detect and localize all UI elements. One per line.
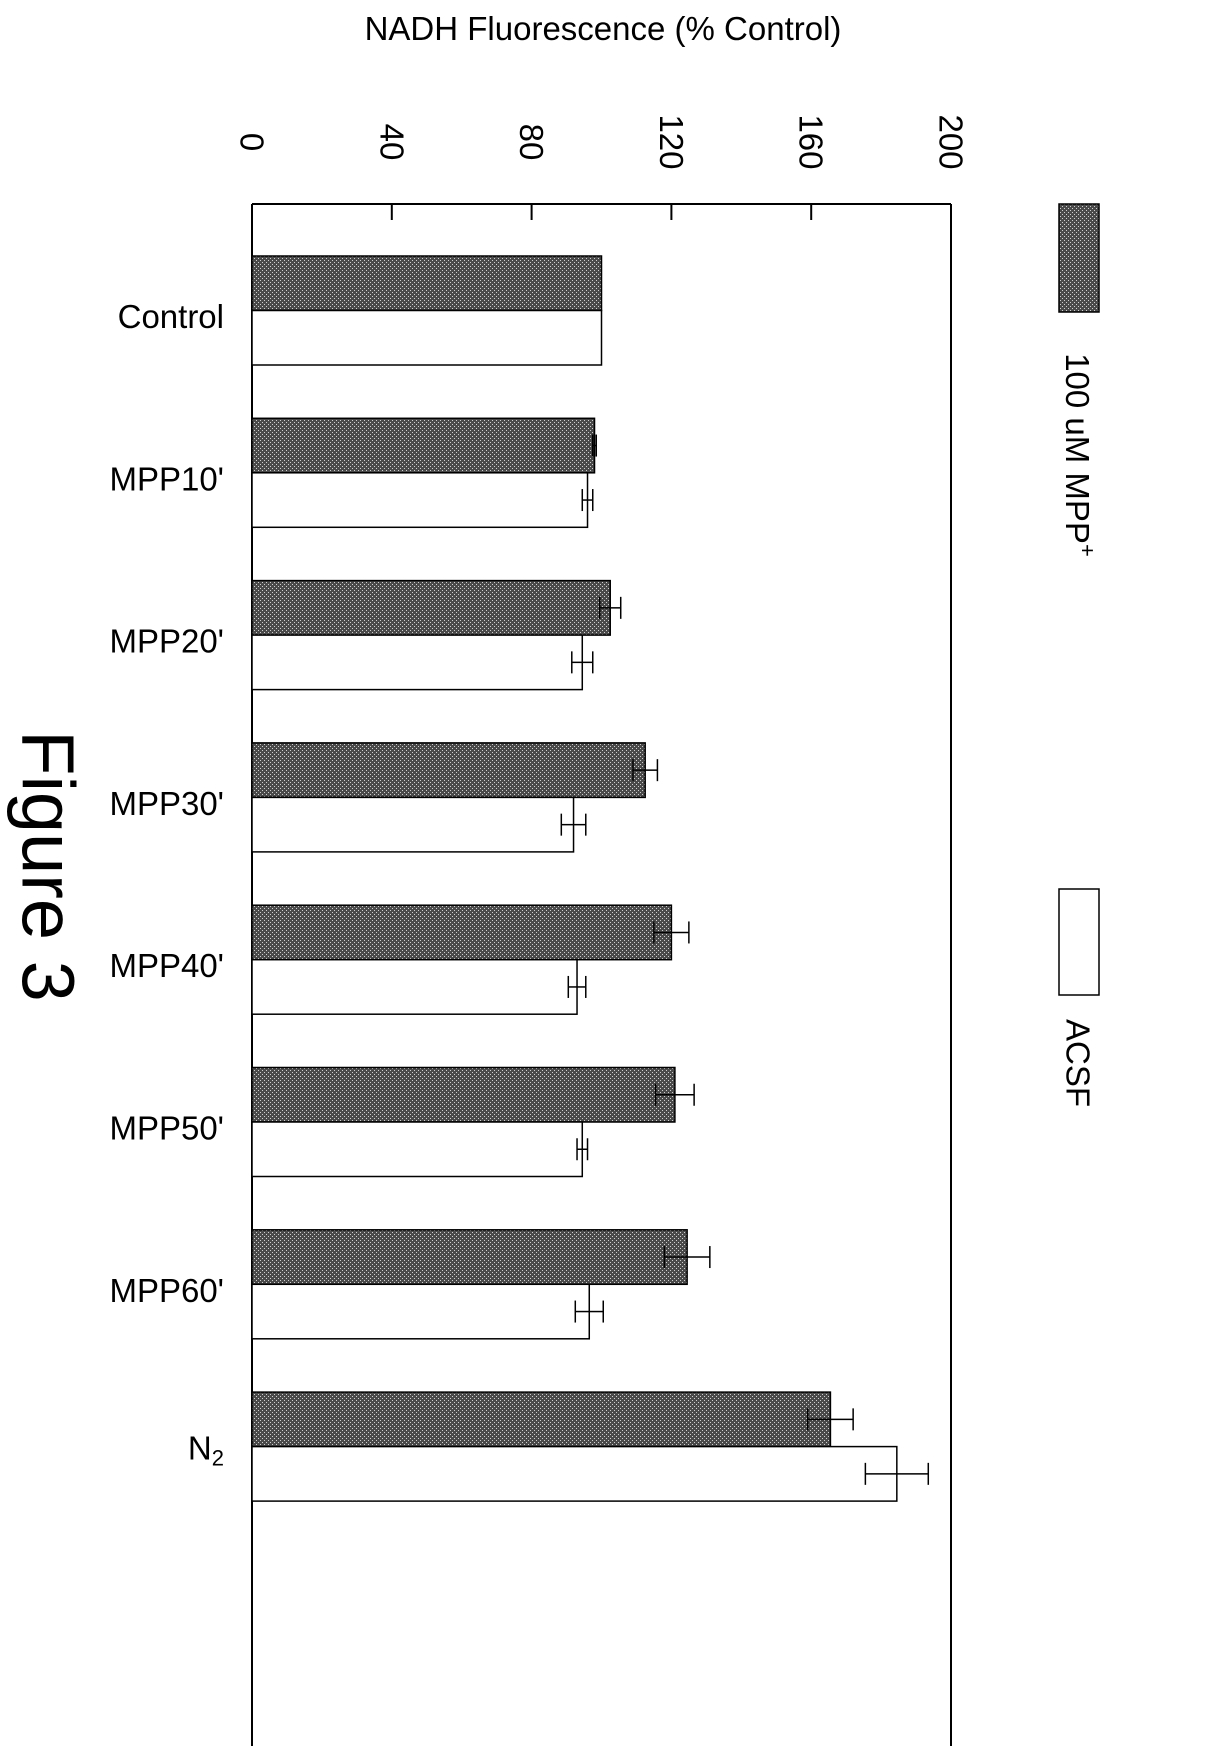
error-bar: [864, 1462, 930, 1485]
error-bar: [654, 1083, 695, 1106]
tick-labels: 0 40 80 120 160 200: [234, 114, 970, 169]
bar-mpp: [251, 742, 646, 799]
tick-label: 80: [513, 124, 550, 161]
bar-acsf: [251, 634, 584, 691]
legend-label-acsf: ACSF: [1060, 1019, 1097, 1107]
legend-swatch-mpp: [1058, 203, 1100, 313]
error-bar: [653, 921, 690, 944]
category-label: MPP10': [109, 460, 224, 497]
bar-acsf: [251, 958, 578, 1015]
error-bar: [632, 759, 659, 782]
bar-mpp: [251, 255, 603, 312]
bar-group: [251, 255, 898, 1502]
bar-acsf: [251, 472, 589, 529]
legend: 100 uM MPP+ ACSF: [1058, 203, 1101, 1107]
tick-label: 120: [653, 114, 690, 169]
category-label: MPP50': [109, 1110, 224, 1147]
error-bar: [567, 975, 587, 998]
error-bar: [592, 434, 598, 457]
error-bar: [574, 1300, 604, 1323]
category-label: MPP20': [109, 623, 224, 660]
category-label: MPP60': [109, 1272, 224, 1309]
error-bar: [560, 813, 587, 836]
category-labels: Control MPP10' MPP20' MPP30' MPP40' MPP50' MPP…: [109, 298, 224, 1470]
bar-acsf: [251, 309, 603, 366]
tick-label: 160: [793, 114, 830, 169]
error-bar: [581, 489, 594, 512]
bar-acsf: [251, 1445, 898, 1502]
bar-acsf: [251, 1121, 584, 1178]
error-bar: [663, 1246, 711, 1269]
bar-mpp: [251, 904, 673, 961]
figure-label: Figure 3: [7, 730, 90, 1001]
legend-label-mpp: 100 uM MPP+: [1060, 353, 1101, 557]
bar-mpp: [251, 1229, 688, 1286]
x-axis-label: NADH Fluorescence (% Control): [365, 10, 842, 47]
category-label: MPP40': [109, 947, 224, 984]
category-label: Control: [118, 298, 224, 335]
bar-acsf: [251, 796, 575, 853]
tick-label: 0: [234, 133, 271, 151]
figure-body: 0 40 80 120 160 200 Control MPP10' MPP20' MPP30'…: [109, 114, 1101, 1746]
error-bar-group: [560, 434, 930, 1485]
tick-label: 40: [373, 124, 410, 161]
legend-swatch-acsf: [1058, 888, 1100, 996]
error-bar: [576, 1138, 589, 1161]
category-label: N2: [188, 1429, 224, 1470]
category-label: MPP30': [109, 785, 224, 822]
bar-mpp: [251, 1391, 832, 1448]
bar-mpp: [251, 417, 596, 474]
error-bar: [806, 1408, 854, 1431]
tick-label: 200: [933, 114, 970, 169]
bar-mpp: [251, 579, 611, 636]
bar-acsf: [251, 1283, 591, 1340]
error-bar: [571, 651, 594, 674]
bar-mpp: [251, 1066, 676, 1123]
error-bar: [599, 596, 622, 619]
